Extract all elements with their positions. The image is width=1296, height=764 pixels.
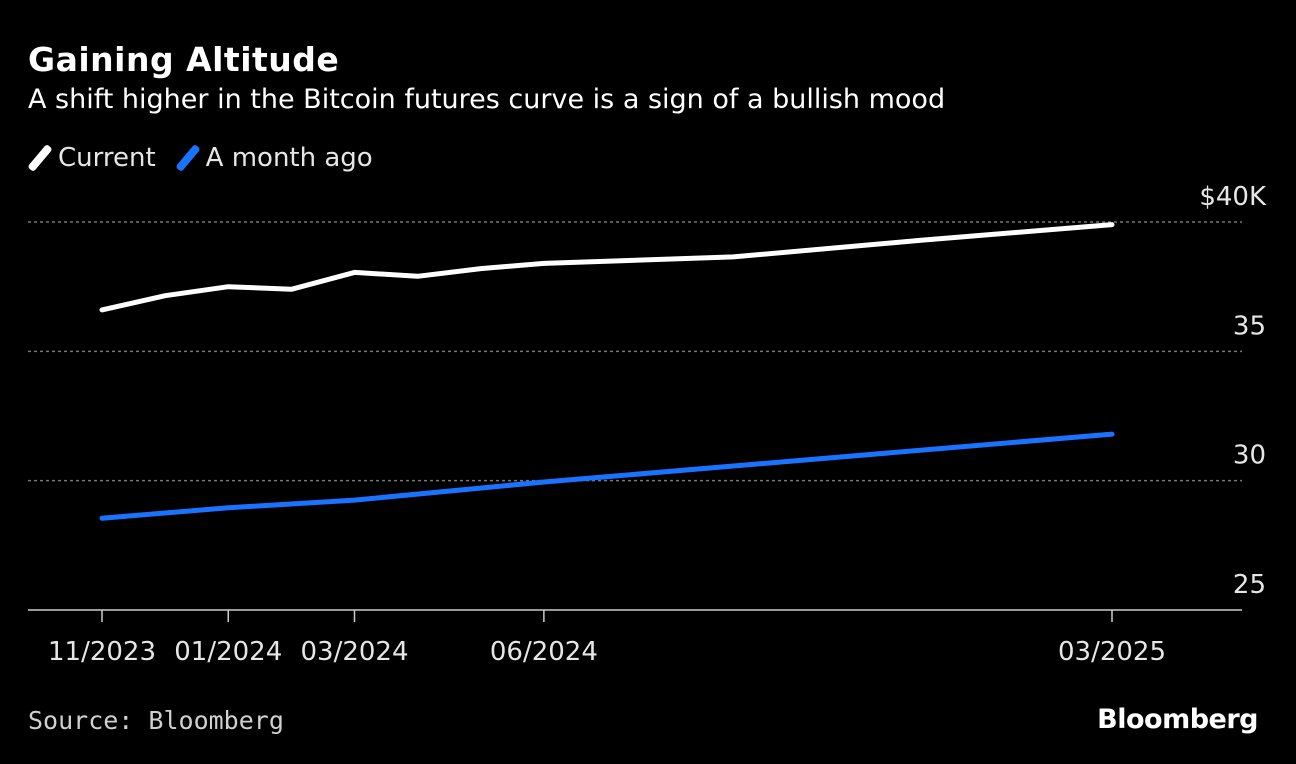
x-tick-label: 03/2025 <box>1058 637 1166 667</box>
x-tick-label: 03/2024 <box>300 637 408 667</box>
series-line-month-ago <box>99 431 1115 521</box>
legend-item-month-ago: A month ago <box>174 143 373 173</box>
y-tick-label: 35 <box>1233 311 1266 341</box>
x-tick-label: 11/2023 <box>48 637 156 667</box>
x-tick-label: 01/2024 <box>174 637 282 667</box>
y-tick-label: 25 <box>1233 570 1266 600</box>
y-tick-label: 30 <box>1233 441 1266 471</box>
legend-label-current: Current <box>58 143 156 173</box>
chart-subtitle: A shift higher in the Bitcoin futures cu… <box>28 84 946 115</box>
chart-title: Gaining Altitude <box>28 40 340 79</box>
legend-label-month-ago: A month ago <box>205 143 373 173</box>
brand-logo: Bloomberg <box>1097 704 1258 735</box>
legend-item-current: Current <box>27 143 156 173</box>
x-tick-label: 06/2024 <box>490 637 598 667</box>
y-tick-label: $40K <box>1199 182 1267 212</box>
series-line-current <box>99 222 1115 313</box>
legend: Current A month ago <box>27 140 393 176</box>
source-note: Source: Bloomberg <box>28 706 284 735</box>
